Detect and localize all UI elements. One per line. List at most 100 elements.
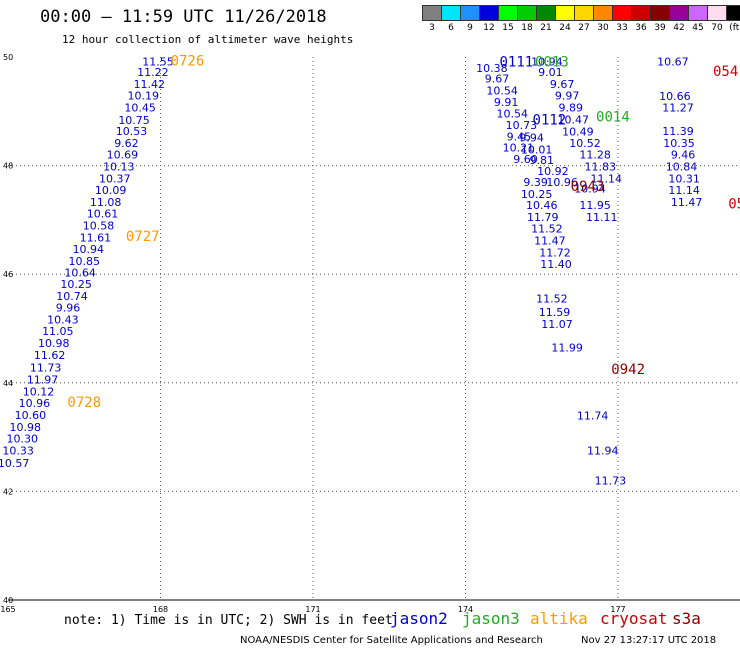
data-label-altika: 11.61 [80,231,112,244]
color-scale-swatch [726,5,740,21]
data-label-altika: 11.97 [27,374,59,387]
data-label-altika: 10.43 [47,313,79,326]
time-label-jason3: 0014 [596,110,630,126]
data-label-jason2: 10.96 [546,176,578,189]
data-label-s3a: 11.99 [551,342,583,355]
chart-title: 00:00 – 11:59 UTC 11/26/2018 [40,7,327,27]
data-label-altika: 10.57 [0,457,29,470]
time-label-altika: 0728 [67,395,101,411]
data-label-altika: 10.30 [6,433,38,446]
x-tick-label: 174 [458,605,473,614]
data-label-jason3: 9.97 [555,90,580,103]
data-label-cryosat: 10.84 [666,161,698,174]
data-label-altika: 10.45 [124,101,156,114]
data-label-s3a: 11.52 [536,293,568,306]
color-scale-label: 39 [654,23,666,33]
data-label-jason3: 9.89 [558,101,583,114]
data-label-cryosat: 10.66 [659,90,691,103]
data-label-altika: 9.62 [114,137,139,150]
data-label-altika: 9.96 [56,301,81,314]
data-label-jason2: 10.01 [521,143,553,156]
data-label-cryosat: 9.46 [671,149,696,162]
data-label-cryosat: 10.35 [663,137,695,150]
data-label-jason2: 10.25 [521,188,553,201]
data-label-jason2: 9.81 [530,154,555,167]
data-label-jason3: 10.47 [558,113,590,126]
data-label-altika: 11.73 [30,362,62,375]
data-label-s3a: 11.94 [587,445,619,458]
color-scale-label: 21 [540,23,552,33]
x-tick-label: 177 [610,605,625,614]
data-label-altika: 11.08 [90,196,122,209]
data-label-jason2: 10.54 [486,85,518,98]
data-label-jason2: 10.92 [537,165,569,178]
data-label-altika: 10.94 [73,243,105,256]
note-text: note: 1) Time is in UTC; 2) SWH is in fe… [64,613,393,628]
legend-jason3: jason3 [462,609,520,628]
data-label-jason3: 10.94 [531,55,563,68]
time-label-cryosat: 0541 [713,64,740,80]
time-label-s3a: 0942 [611,362,645,378]
color-scale-label: 27 [578,23,590,33]
x-tick-label: 168 [153,605,168,614]
data-label-cryosat: 10.31 [668,173,700,186]
data-label-jason2: 11.72 [539,246,571,259]
y-tick-label: 40 [3,596,13,605]
data-label-altika: 10.98 [10,421,42,434]
color-scale-label: 15 [502,23,514,33]
chart-subtitle: 12 hour collection of altimeter wave hei… [62,33,354,46]
data-label-altika: 10.12 [23,385,55,398]
data-label-jason2: 11.40 [540,258,572,271]
data-label-altika: 11.42 [134,78,166,91]
data-label-jason2: 11.79 [527,211,559,224]
data-label-s3a: 10.94 [574,182,606,195]
data-label-altika: 10.19 [127,90,159,103]
data-label-altika: 10.98 [38,337,70,350]
data-label-altika: 11.62 [34,349,66,362]
color-scale-label: 42 [673,23,685,33]
data-label-jason2: 9.60 [513,153,538,166]
data-label-cryosat: 11.47 [671,196,703,209]
data-label-cryosat: 11.27 [662,101,694,114]
data-label-jason2: 9.94 [519,131,544,144]
data-label-jason2: 10.73 [506,119,538,132]
color-scale-label: 24 [559,23,571,33]
data-label-jason3: 11.83 [584,161,616,174]
time-label-altika: 0726 [171,53,205,69]
data-label-altika: 11.22 [137,66,169,79]
data-label-altika: 10.37 [99,173,131,186]
data-label-jason2: 10.21 [503,142,535,155]
color-scale-label: 45 [692,23,704,33]
y-tick-label: 48 [3,162,13,171]
color-scale-label: (ft) [729,23,740,33]
data-label-altika: 10.25 [60,278,92,291]
data-label-jason3: 10.49 [562,125,594,138]
data-label-jason2: 9.45 [507,130,532,143]
data-label-jason3: 11.14 [591,173,623,186]
y-tick-label: 44 [3,379,13,388]
data-label-jason2: 11.47 [534,235,566,248]
x-tick-label: 171 [305,605,320,614]
data-label-jason2: 9.67 [485,73,510,86]
legend-altika: altika [530,609,588,628]
data-label-altika: 10.53 [116,125,148,138]
time-label-jason2: 0111 [499,54,533,70]
data-label-altika: 10.74 [56,290,88,303]
data-label-altika: 11.55 [142,55,174,68]
data-label-jason3: 9.67 [550,78,575,91]
data-label-altika: 10.09 [95,184,127,197]
data-label-jason3: 9.01 [538,66,563,79]
data-label-cryosat: 11.14 [668,184,700,197]
data-label-s3a: 11.73 [595,475,627,488]
data-label-altika: 11.05 [42,325,74,338]
time-label-jason3: 0013 [535,54,569,70]
data-label-altika: 10.60 [15,409,47,422]
legend-s3a: s3a [672,609,701,628]
data-label-jason2: 10.38 [476,62,508,75]
color-scale-label: 12 [483,23,495,33]
data-label-jason2: 10.54 [497,107,529,120]
data-label-jason2: 9.39 [523,176,548,189]
data-label-altika: 10.69 [107,149,139,162]
